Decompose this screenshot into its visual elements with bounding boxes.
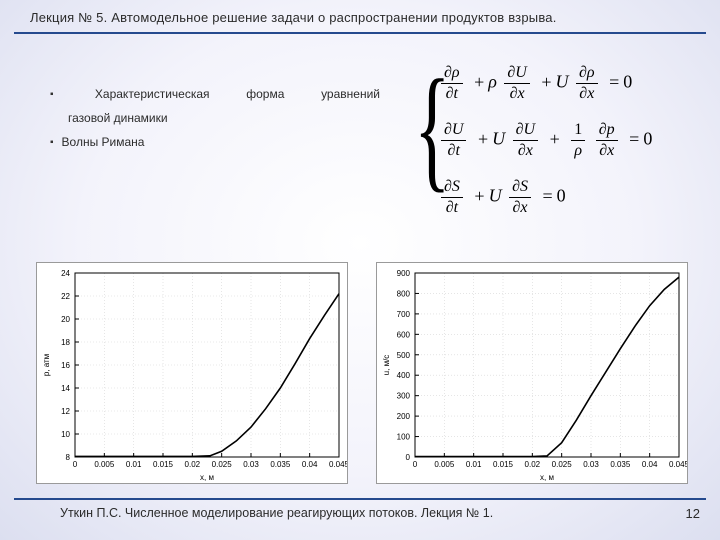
svg-text:0.015: 0.015 [153,460,174,469]
svg-text:0.035: 0.035 [610,460,631,469]
svg-text:800: 800 [397,289,411,298]
page-number: 12 [686,506,700,521]
bullet-list: Характеристическая форма уравнений газов… [50,82,380,154]
svg-text:0.045: 0.045 [669,460,687,469]
svg-text:300: 300 [397,392,411,401]
svg-text:x, м: x, м [200,473,214,482]
chart-pressure: 8 10 12 14 16 18 20 22 24 0 0.005 0.01 0.015 0.02 0.02… [36,262,348,484]
svg-text:18: 18 [61,338,70,347]
svg-text:0.045: 0.045 [329,460,347,469]
svg-text:0.035: 0.035 [270,460,291,469]
svg-text:12: 12 [61,407,70,416]
svg-text:x, м: x, м [540,473,554,482]
svg-text:0.04: 0.04 [302,460,318,469]
svg-text:600: 600 [397,330,411,339]
footer-rule [14,498,706,500]
bullet-2: Волны Римана [50,130,380,154]
svg-text:u, м/с: u, м/с [382,355,391,376]
equation-system: { ∂ρ∂t +ρ ∂U∂x +U ∂ρ∂x =0 ∂U∂t +U ∂U∂x +… [414,56,694,235]
svg-text:400: 400 [397,371,411,380]
svg-text:0: 0 [73,460,78,469]
svg-text:20: 20 [61,315,70,324]
bullet-1-line1: Характеристическая форма уравнений [50,82,380,106]
svg-text:0.02: 0.02 [185,460,201,469]
equation-2: ∂U∂t +U ∂U∂x + 1ρ ∂p∂x =0 [438,121,694,160]
svg-text:0: 0 [413,460,418,469]
header-rule [14,32,706,34]
svg-text:0.025: 0.025 [552,460,573,469]
svg-text:0.04: 0.04 [642,460,658,469]
svg-text:0.005: 0.005 [434,460,455,469]
svg-text:200: 200 [397,412,411,421]
svg-text:24: 24 [61,269,70,278]
equation-1: ∂ρ∂t +ρ ∂U∂x +U ∂ρ∂x =0 [438,64,694,103]
equation-3: ∂S∂t +U ∂S∂x =0 [438,178,694,217]
bullet-1-line2: газовой динамики [50,106,380,130]
svg-text:100: 100 [397,433,411,442]
svg-text:10: 10 [61,430,70,439]
svg-text:0.03: 0.03 [583,460,599,469]
brace-icon: { [414,62,450,193]
svg-text:0.01: 0.01 [126,460,142,469]
svg-text:900: 900 [397,269,411,278]
svg-text:0.015: 0.015 [493,460,514,469]
svg-text:500: 500 [397,351,411,360]
svg-text:0.025: 0.025 [212,460,233,469]
svg-text:0.01: 0.01 [466,460,482,469]
svg-text:0: 0 [406,453,411,462]
svg-text:p, атм: p, атм [42,354,51,376]
svg-text:0.005: 0.005 [94,460,115,469]
page-title: Лекция № 5. Автомодельное решение задачи… [30,10,700,25]
svg-text:700: 700 [397,310,411,319]
footer-text: Уткин П.С. Численное моделирование реаги… [60,506,493,520]
svg-text:8: 8 [66,453,71,462]
svg-text:0.02: 0.02 [525,460,541,469]
svg-text:16: 16 [61,361,70,370]
svg-text:0.03: 0.03 [243,460,259,469]
chart-velocity: 0 100 200 300 400 500 600 700 800 900 0 0.005 0.01 0.… [376,262,688,484]
svg-text:14: 14 [61,384,70,393]
svg-text:22: 22 [61,292,70,301]
